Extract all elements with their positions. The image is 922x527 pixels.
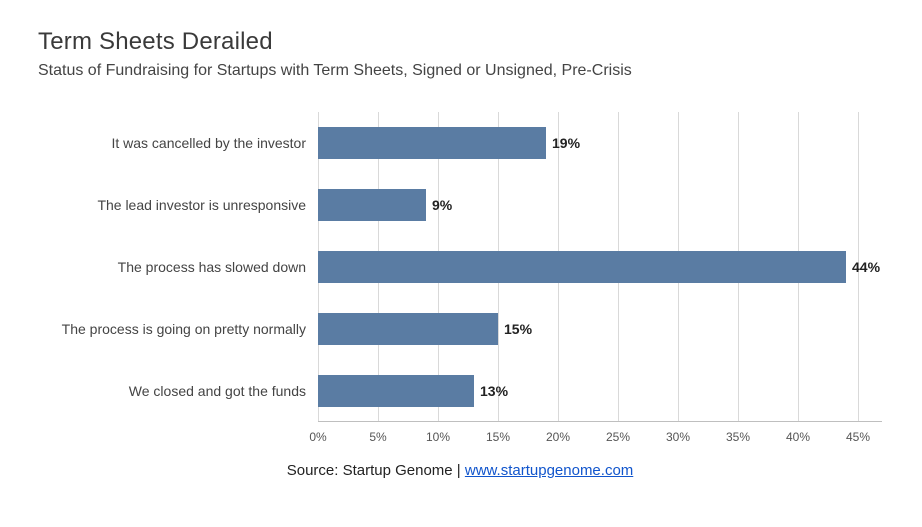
bar xyxy=(318,375,474,407)
bar-row: 13% xyxy=(318,360,882,422)
category-label: The lead investor is unresponsive xyxy=(38,174,318,236)
chart-title: Term Sheets Derailed xyxy=(38,28,882,56)
category-label: The process is going on pretty normally xyxy=(38,298,318,360)
source-prefix: Source: Startup Genome | xyxy=(287,462,465,479)
x-tick-label: 45% xyxy=(846,422,870,444)
plot-column: 0%5%10%15%20%25%30%35%40%45%19%9%44%15%1… xyxy=(318,112,882,422)
bar-row: 19% xyxy=(318,112,882,174)
category-label: The process has slowed down xyxy=(38,236,318,298)
category-label: It was cancelled by the investor xyxy=(38,112,318,174)
x-tick-label: 20% xyxy=(546,422,570,444)
bar-row: 9% xyxy=(318,174,882,236)
x-tick-label: 35% xyxy=(726,422,750,444)
bar xyxy=(318,251,846,283)
bar-value-label: 13% xyxy=(480,383,508,399)
bar-value-label: 9% xyxy=(432,197,452,213)
x-tick-label: 40% xyxy=(786,422,810,444)
x-tick-label: 10% xyxy=(426,422,450,444)
x-tick-label: 25% xyxy=(606,422,630,444)
x-tick-label: 0% xyxy=(309,422,326,444)
labels-column: It was cancelled by the investorThe lead… xyxy=(38,112,318,422)
source-link[interactable]: www.startupgenome.com xyxy=(465,462,633,479)
plot-area: 0%5%10%15%20%25%30%35%40%45%19%9%44%15%1… xyxy=(318,112,882,422)
chart-area: It was cancelled by the investorThe lead… xyxy=(38,112,882,422)
bar xyxy=(318,127,546,159)
bar-value-label: 44% xyxy=(852,259,880,275)
bar xyxy=(318,313,498,345)
chart-container: Term Sheets Derailed Status of Fundraisi… xyxy=(0,0,922,499)
bar-row: 44% xyxy=(318,236,882,298)
category-label: We closed and got the funds xyxy=(38,360,318,422)
chart-subtitle: Status of Fundraising for Startups with … xyxy=(38,62,882,80)
x-tick-label: 15% xyxy=(486,422,510,444)
x-tick-label: 5% xyxy=(369,422,386,444)
x-tick-label: 30% xyxy=(666,422,690,444)
source-line: Source: Startup Genome | www.startupgeno… xyxy=(38,462,882,479)
bar-value-label: 19% xyxy=(552,135,580,151)
bar-value-label: 15% xyxy=(504,321,532,337)
bar-row: 15% xyxy=(318,298,882,360)
bar xyxy=(318,189,426,221)
